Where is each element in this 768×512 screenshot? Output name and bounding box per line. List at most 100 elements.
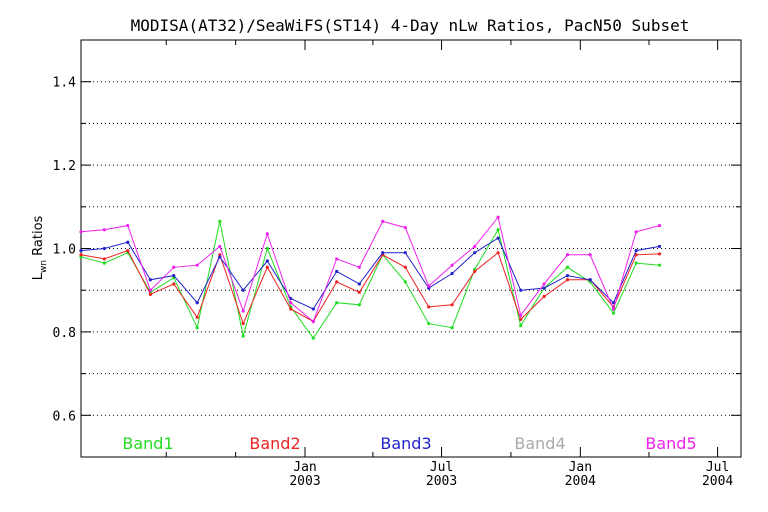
- y-axis-label-main: L: [31, 272, 46, 280]
- data-point-band3: [126, 240, 130, 244]
- data-point-band2: [403, 265, 407, 269]
- data-point-band1: [195, 326, 199, 330]
- data-point-band1: [634, 261, 638, 265]
- data-point-band2: [565, 278, 570, 282]
- y-tick-label: 0.8: [53, 326, 76, 341]
- data-point-band5: [357, 265, 361, 269]
- data-point-band1: [611, 311, 616, 315]
- data-point-band1: [450, 326, 454, 330]
- data-point-band3: [381, 251, 385, 255]
- data-point-band3: [565, 274, 570, 278]
- data-point-band5: [588, 253, 592, 257]
- data-point-band2: [450, 303, 454, 307]
- data-point-band1: [519, 324, 523, 328]
- legend-item-band5: Band5: [645, 434, 696, 453]
- data-point-band2: [519, 317, 523, 321]
- data-point-band5: [148, 288, 152, 292]
- data-point-band2: [657, 252, 662, 256]
- data-point-band2: [357, 290, 361, 294]
- data-point-band1: [265, 246, 269, 251]
- legend-item-band4: Band4: [514, 434, 565, 453]
- data-point-band3: [335, 269, 339, 274]
- data-point-band5: [542, 282, 546, 286]
- y-tick-label: 0.6: [53, 409, 76, 424]
- data-point-band5: [311, 319, 315, 324]
- y-axis-label-rest: Ratios: [31, 215, 46, 260]
- legend-item-band3: Band3: [380, 434, 431, 453]
- x-tick-label-month: Jul: [706, 460, 729, 475]
- data-point-band5: [265, 232, 269, 236]
- data-point-band2: [634, 253, 638, 257]
- chart-title: MODISA(AT32)/SeaWiFS(ST14) 4-Day nLw Rat…: [131, 16, 690, 35]
- data-point-band3: [473, 251, 477, 255]
- y-axis-label-sub: wn: [39, 260, 49, 273]
- data-point-band5: [473, 244, 477, 249]
- legend-item-band1: Band1: [122, 434, 173, 453]
- data-point-band5: [519, 313, 523, 317]
- data-point-band3: [172, 274, 176, 278]
- y-tick-label: 1.4: [53, 76, 77, 91]
- data-point-band3: [519, 288, 523, 292]
- series-line-band1: [80, 221, 660, 340]
- data-point-band1: [427, 321, 431, 326]
- data-point-band2: [289, 307, 293, 311]
- y-tick-label: 1.0: [53, 243, 76, 258]
- data-point-band2: [542, 294, 546, 299]
- data-point-band3: [148, 278, 152, 282]
- plot-frame: [80, 39, 742, 458]
- data-point-band1: [218, 219, 222, 223]
- data-point-band1: [311, 336, 315, 340]
- y-axis-label: Lwn Ratios: [31, 215, 49, 280]
- data-point-band3: [611, 301, 616, 305]
- data-point-band3: [496, 236, 500, 240]
- x-tick-label-year: 2004: [702, 474, 733, 489]
- data-point-band5: [241, 309, 245, 313]
- data-point-band3: [265, 259, 269, 263]
- data-point-band2: [195, 315, 199, 319]
- data-point-band2: [427, 305, 431, 309]
- data-point-band5: [611, 307, 616, 311]
- series-line-band2: [80, 249, 660, 325]
- data-point-band1: [657, 263, 662, 267]
- data-point-band5: [450, 263, 454, 267]
- series-line-band5: [80, 216, 660, 323]
- data-point-band1: [102, 261, 106, 265]
- data-point-band5: [496, 215, 500, 219]
- data-point-band5: [657, 223, 662, 228]
- data-point-band5: [79, 230, 83, 234]
- data-point-band1: [403, 280, 407, 284]
- data-point-band3: [657, 244, 662, 249]
- data-point-band1: [496, 228, 500, 232]
- data-point-band2: [79, 253, 83, 257]
- legend-item-band2: Band2: [249, 434, 300, 453]
- x-tick-label-year: 2003: [426, 474, 457, 489]
- data-point-band2: [473, 269, 477, 274]
- data-point-band3: [311, 307, 315, 311]
- data-point-band3: [588, 278, 592, 282]
- data-point-band3: [357, 282, 361, 286]
- data-point-band3: [634, 248, 638, 253]
- data-point-band5: [381, 219, 385, 223]
- data-point-band5: [335, 257, 339, 261]
- data-point-band3: [195, 301, 199, 305]
- x-tick-label-year: 2003: [289, 474, 320, 489]
- x-tick-label-month: Jan: [569, 460, 592, 475]
- series-group: [79, 215, 662, 340]
- data-point-band1: [335, 301, 339, 305]
- data-point-band2: [102, 257, 106, 261]
- data-point-band5: [218, 244, 222, 249]
- data-point-band3: [450, 271, 454, 276]
- data-point-band5: [565, 253, 570, 257]
- data-point-band1: [241, 334, 245, 338]
- data-point-band2: [126, 248, 130, 253]
- x-tick-label-year: 2004: [565, 474, 596, 489]
- x-tick-label-month: Jan: [293, 460, 316, 475]
- data-point-band3: [79, 248, 83, 253]
- data-point-band3: [403, 251, 407, 255]
- data-point-band5: [102, 228, 106, 232]
- data-point-band5: [289, 301, 293, 305]
- data-point-band2: [148, 292, 152, 296]
- data-point-band2: [241, 321, 245, 326]
- axes: 0.60.81.01.21.4Jan2003Jul2003Jan2004Jul2…: [53, 39, 742, 489]
